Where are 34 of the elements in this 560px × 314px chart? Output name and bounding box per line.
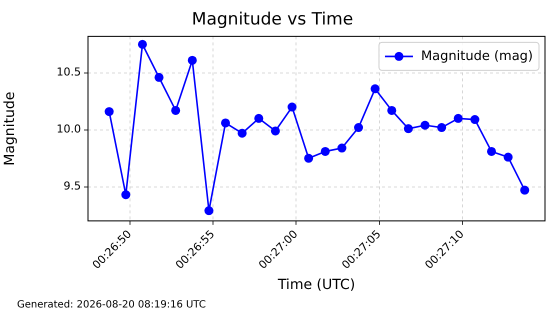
y-tick-label: 10.0 xyxy=(56,122,81,136)
point xyxy=(487,146,496,156)
y-tick-label: 10.5 xyxy=(56,66,81,79)
point xyxy=(420,120,430,130)
point xyxy=(404,124,413,134)
point xyxy=(138,40,147,49)
point xyxy=(288,102,297,112)
point xyxy=(437,123,446,132)
y-axis-title: Magnitude xyxy=(2,92,18,166)
point xyxy=(171,106,180,115)
chart-title: Magnitude vs Time xyxy=(192,10,354,30)
point xyxy=(370,84,380,94)
point xyxy=(304,154,314,163)
point xyxy=(504,152,513,162)
point xyxy=(221,118,230,128)
point xyxy=(104,107,114,116)
point xyxy=(470,115,480,124)
point xyxy=(204,206,214,216)
point xyxy=(320,146,330,156)
point xyxy=(387,106,396,115)
text: Generated: 2026-08-20 08:19:16 UTC xyxy=(17,300,206,311)
point xyxy=(337,144,346,153)
point xyxy=(154,72,164,82)
point xyxy=(254,114,264,123)
point xyxy=(121,190,130,200)
point xyxy=(520,186,530,195)
point xyxy=(270,126,280,136)
x-axis-title: Time (UTC) xyxy=(276,277,356,294)
point xyxy=(454,114,463,123)
point xyxy=(238,128,247,138)
legend-label: Magnitude (mag) xyxy=(420,48,533,64)
y-tick-label: 9.5 xyxy=(64,180,81,193)
point xyxy=(188,56,197,65)
point xyxy=(354,123,364,132)
